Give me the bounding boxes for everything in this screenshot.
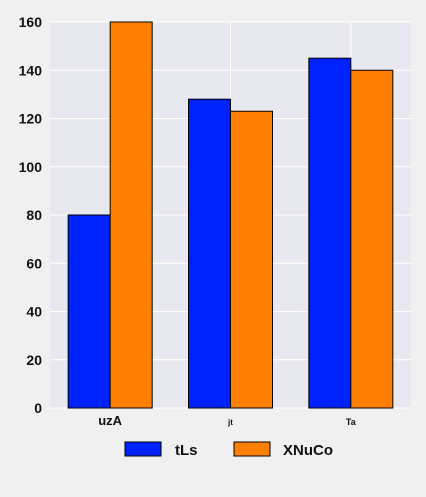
y-tick-label: 40 [26,304,42,320]
legend: tLs XNuCo [124,441,333,459]
y-tick-label: 160 [19,14,43,30]
y-tick-label: 20 [26,352,42,368]
y-tick-label: 120 [19,111,43,127]
x-tick-label: Ta [346,417,357,427]
x-tick-label: jt [227,418,233,427]
bar-tLs-uzA [67,214,111,409]
x-tick-label: uzA [98,413,122,428]
bars [67,21,394,409]
y-tick-label: 0 [34,400,42,416]
legend-swatch-XNuCo [233,441,271,457]
y-tick-label: 80 [26,207,42,223]
bar-XNuCo-uzA [109,21,153,409]
y-axis: 0 20 40 60 80 100 120 140 160 [19,14,43,416]
bar-tLs-Ta [308,57,352,409]
bar-XNuCo-jt [230,110,273,409]
y-tick-label: 140 [19,62,43,78]
x-axis: uzA jt Ta [98,413,356,428]
bar-tLs-jt [188,98,231,409]
bar-XNuCo-Ta [350,69,394,409]
legend-swatch-tLs [124,441,162,457]
legend-label-XNuCo: XNuCo [283,442,333,459]
legend-label-tLs: tLs [175,442,198,459]
y-tick-label: 60 [26,255,42,271]
y-tick-label: 100 [19,159,43,175]
